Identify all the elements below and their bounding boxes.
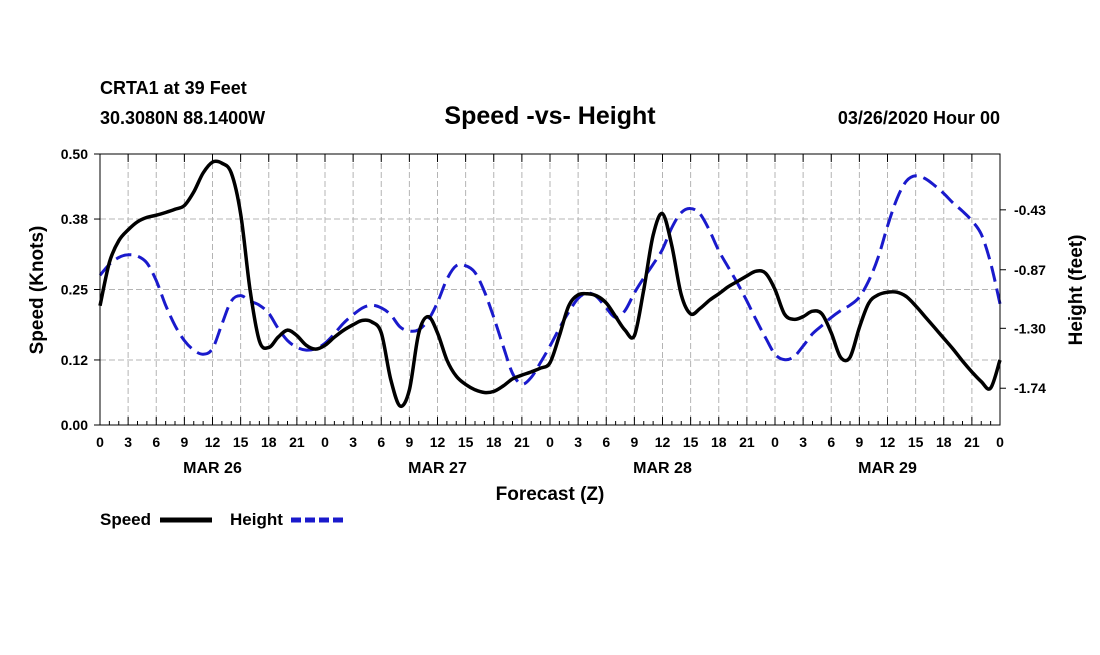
- y-tick-label: 0.12: [61, 352, 88, 368]
- x-tick-label: 18: [486, 434, 502, 450]
- x-tick-label: 12: [655, 434, 671, 450]
- x-tick-label: 15: [683, 434, 699, 450]
- legend-height-label: Height: [230, 510, 283, 529]
- date-label: MAR 26: [183, 460, 242, 477]
- x-tick-label: 3: [574, 434, 582, 450]
- x-tick-label: 0: [771, 434, 779, 450]
- date-label: MAR 27: [408, 460, 467, 477]
- x-tick-label: 15: [233, 434, 249, 450]
- x-tick-label: 21: [289, 434, 305, 450]
- x-tick-label: 18: [261, 434, 277, 450]
- x-tick-label: 9: [180, 434, 188, 450]
- x-tick-label: 18: [711, 434, 727, 450]
- x-tick-label: 21: [514, 434, 530, 450]
- y-tick-label: 0.00: [61, 417, 88, 433]
- y-tick-label: 0.50: [61, 146, 88, 162]
- x-tick-label: 6: [827, 434, 835, 450]
- x-tick-label: 0: [321, 434, 329, 450]
- y-axis-title: Speed (Knots): [27, 226, 48, 355]
- series-line-height: [98, 174, 1002, 386]
- x-tick-label: 12: [430, 434, 446, 450]
- x-tick-label: 0: [96, 434, 104, 450]
- x-tick-label: 18: [936, 434, 952, 450]
- x-tick-label: 12: [880, 434, 896, 450]
- x-tick-label: 3: [124, 434, 132, 450]
- x-tick-label: 0: [996, 434, 1004, 450]
- x-tick-label: 9: [630, 434, 638, 450]
- x-tick-label: 9: [405, 434, 413, 450]
- coords-label: 30.3080N 88.1400W: [100, 108, 265, 128]
- x-tick-label: 6: [602, 434, 610, 450]
- grid-lines: [100, 154, 1000, 425]
- x-tick-label: 3: [349, 434, 357, 450]
- x-tick-label: 21: [739, 434, 755, 450]
- x-tick-label: 0: [546, 434, 554, 450]
- y-tick-label: 0.25: [61, 282, 88, 298]
- issued-label: 03/26/2020 Hour 00: [838, 108, 1000, 128]
- x-tick-label: 12: [205, 434, 221, 450]
- x-axis-title: Forecast (Z): [496, 484, 605, 505]
- x-tick-label: 3: [799, 434, 807, 450]
- y2-tick-label: -0.87: [1014, 262, 1046, 278]
- x-tick-label: 15: [458, 434, 474, 450]
- x-tick-label: 6: [152, 434, 160, 450]
- legend: Speed Height: [100, 510, 343, 529]
- y2-tick-label: -0.43: [1014, 202, 1046, 218]
- x-tick-label: 15: [908, 434, 924, 450]
- y2-axis-title: Height (feet): [1066, 235, 1087, 346]
- axis-layer: 0 3 6 9 12 15 18 21 0 3 6 9 12 15 18 21 0 3 6 9 12 15 18 21 0 3 6 9…: [61, 146, 1046, 477]
- date-label: MAR 29: [858, 460, 917, 477]
- x-tick-label: 21: [964, 434, 980, 450]
- series-line-speed: [98, 159, 1002, 409]
- date-label: MAR 28: [633, 460, 692, 477]
- y2-tick-label: -1.74: [1014, 380, 1046, 396]
- y2-tick-label: -1.30: [1014, 320, 1046, 336]
- station-label: CRTA1 at 39 Feet: [100, 78, 247, 98]
- legend-speed-label: Speed: [100, 510, 151, 529]
- x-tick-label: 9: [855, 434, 863, 450]
- series-layer: [98, 159, 1002, 409]
- chart-title: Speed -vs- Height: [444, 102, 656, 130]
- x-tick-label: 6: [377, 434, 385, 450]
- y-tick-label: 0.38: [61, 211, 88, 227]
